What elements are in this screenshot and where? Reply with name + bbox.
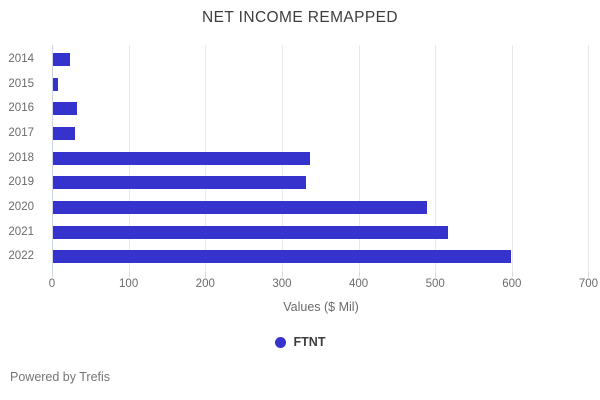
x-axis-title: Values ($ Mil) [283,300,359,314]
bar-2018[interactable] [53,151,310,165]
x-tickmark-300 [281,272,283,277]
bar-2016[interactable] [53,102,77,116]
chart-title: NET INCOME REMAPPED [202,9,398,26]
x-tickmark-700 [588,272,590,277]
x-tickmark-600 [511,272,513,277]
y-tick-label-2019: 2019 [8,176,34,189]
y-tick-label-2018: 2018 [8,151,34,164]
x-tick-label-300: 300 [272,278,292,290]
x-gridline-500 [435,45,437,272]
x-axis-zeroline [52,45,53,272]
bar-2020[interactable] [53,200,427,214]
x-tick-label-100: 100 [119,278,139,290]
y-tick-label-2017: 2017 [8,126,34,139]
y-tick-label-2021: 2021 [8,225,34,238]
x-tickmark-0 [52,272,53,277]
x-gridline-400 [358,45,360,272]
x-tick-label-500: 500 [425,278,445,290]
legend-item-ftnt[interactable]: FTNT [274,335,326,349]
bar-2014[interactable] [53,52,71,66]
x-tickmark-400 [358,272,360,277]
y-tick-label-2020: 2020 [8,200,34,213]
y-tick-label-2014: 2014 [8,52,34,65]
bar-2021[interactable] [53,225,449,239]
plot-area: 0 100 200 300 400 500 600 700 2014 2015 2016 2017 20… [8,45,598,290]
x-tick-label-400: 400 [348,278,369,290]
x-gridline-700 [588,45,590,272]
x-tickmark-200 [205,272,207,277]
x-tick-label-0: 0 [48,278,56,290]
powered-by-trefis: Powered by Trefis [10,370,111,384]
bar-2019[interactable] [53,176,307,190]
legend-label: FTNT [293,335,326,349]
x-tick-label-600: 600 [502,278,522,290]
x-gridline-600 [511,45,513,272]
y-tick-label-2016: 2016 [8,102,34,115]
x-tick-label-200: 200 [195,278,215,290]
legend: FTNT [0,335,600,349]
legend-dot-icon [274,336,286,348]
x-tickmark-100 [128,272,130,277]
y-tick-label-2022: 2022 [8,250,34,263]
y-tick-label-2015: 2015 [8,77,34,90]
x-tickmark-500 [435,272,437,277]
bar-2017[interactable] [53,126,75,140]
x-tick-label-700: 700 [578,278,599,290]
bar-2022[interactable] [53,250,512,264]
bar-2015[interactable] [53,77,59,91]
